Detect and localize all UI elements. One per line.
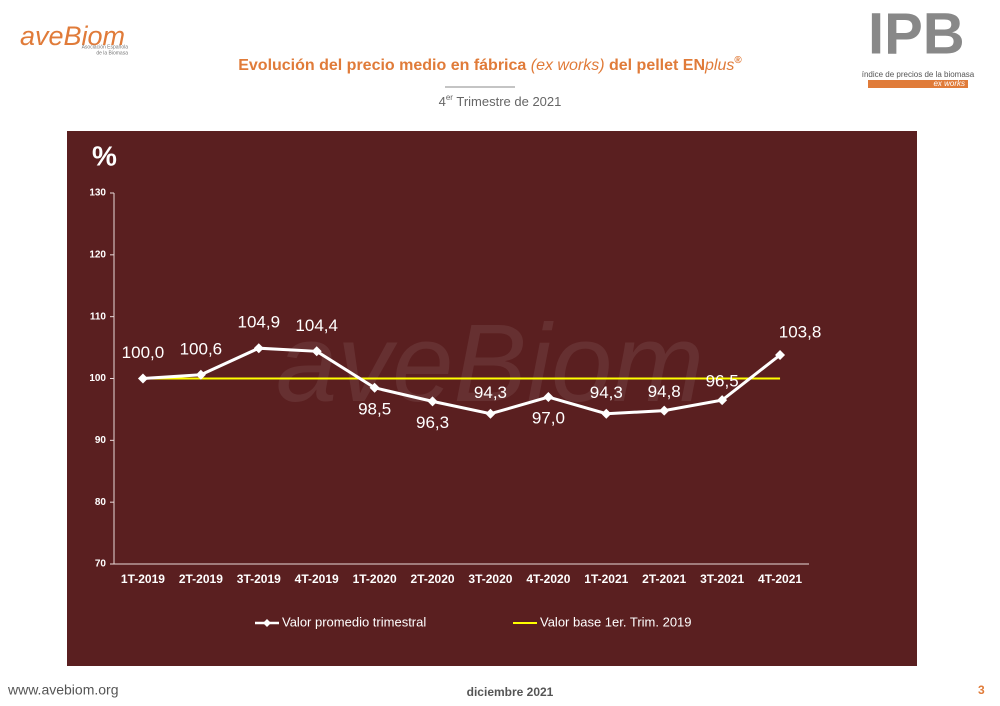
x-tick-label: 2T-2019: [179, 572, 223, 586]
subtitle-part: Trimestre de 2021: [456, 94, 561, 109]
x-tick-label: 1T-2021: [584, 572, 628, 586]
data-point: [485, 408, 496, 419]
data-label: 98,5: [358, 399, 391, 418]
data-label: 104,4: [295, 316, 338, 335]
x-tick-label: 4T-2020: [526, 572, 570, 586]
data-point: [311, 346, 322, 357]
logo-tagline: de la Biomasa: [96, 50, 128, 56]
data-label: 94,3: [474, 383, 507, 402]
data-label: 104,9: [238, 313, 281, 332]
data-point: [369, 382, 380, 393]
index-logo-tag: ex works: [933, 79, 965, 88]
title-part: del pellet: [609, 57, 679, 74]
y-tick-label: 120: [89, 249, 106, 260]
data-label: 94,8: [648, 382, 681, 401]
index-logo-caption: índice de precios de la biomasa: [862, 70, 975, 79]
x-tick-label: 2T-2021: [642, 572, 686, 586]
data-label: 103,8: [779, 322, 822, 341]
data-point: [253, 343, 264, 354]
data-label: 96,3: [416, 413, 449, 432]
data-line: [142, 346, 781, 416]
x-tick-label: 1T-2019: [121, 572, 165, 586]
title-part: ®: [734, 55, 742, 66]
chart-title: Evolución del precio medio en fábrica (e…: [238, 55, 742, 75]
index-logo-bar: [868, 80, 968, 88]
y-axis-label: %: [92, 140, 117, 171]
y-tick-label: 80: [95, 497, 107, 508]
subtitle-part: er: [446, 93, 453, 102]
y-tick-label: 90: [95, 435, 107, 446]
data-label: 96,5: [706, 372, 739, 391]
data-point: [195, 369, 206, 380]
x-tick-label: 3T-2020: [468, 572, 512, 586]
data-label: 94,3: [590, 383, 623, 402]
x-tick-label: 4T-2021: [758, 572, 802, 586]
y-tick-label: 110: [90, 311, 107, 322]
watermark: aveBiom: [276, 302, 704, 425]
data-point: [137, 373, 148, 384]
y-tick-label: 130: [89, 188, 106, 199]
x-tick-label: 1T-2020: [353, 572, 397, 586]
x-tick-label: 2T-2020: [411, 572, 455, 586]
data-point: [717, 395, 728, 406]
data-point: [543, 392, 554, 403]
data-label: 100,6: [180, 339, 223, 358]
x-tick-label: 4T-2019: [295, 572, 339, 586]
logo-tagline: Asociación Española: [82, 44, 129, 50]
plot-panel: [67, 131, 917, 666]
legend-label: Valor promedio trimestral: [282, 614, 426, 629]
logo-name: aveBiom: [20, 21, 125, 51]
title-part: EN: [683, 57, 705, 74]
subtitle-part: 4: [439, 94, 446, 109]
footer-page: 3: [978, 683, 985, 697]
legend-marker: [263, 619, 271, 627]
data-point: [601, 408, 612, 419]
footer-website: www.avebiom.org: [7, 682, 119, 698]
title-part: plus: [704, 57, 734, 74]
data-label: 100,0: [122, 343, 165, 362]
x-tick-label: 3T-2021: [700, 572, 744, 586]
data-point: [427, 396, 438, 407]
chart-subtitle: 4er Trimestre de 2021: [439, 89, 562, 109]
y-tick-label: 70: [95, 559, 107, 570]
footer-date: diciembre 2021: [467, 685, 554, 699]
data-label: 97,0: [532, 409, 565, 428]
data-point: [659, 405, 670, 416]
legend-label: Valor base 1er. Trim. 2019: [540, 614, 692, 629]
title-part: (ex works): [531, 57, 605, 74]
title-part: Evolución del precio medio en fábrica: [238, 57, 526, 74]
y-tick-label: 100: [89, 373, 106, 384]
x-tick-label: 3T-2019: [237, 572, 281, 586]
data-point: [775, 350, 786, 361]
index-logo-letters: IPB: [868, 1, 965, 66]
